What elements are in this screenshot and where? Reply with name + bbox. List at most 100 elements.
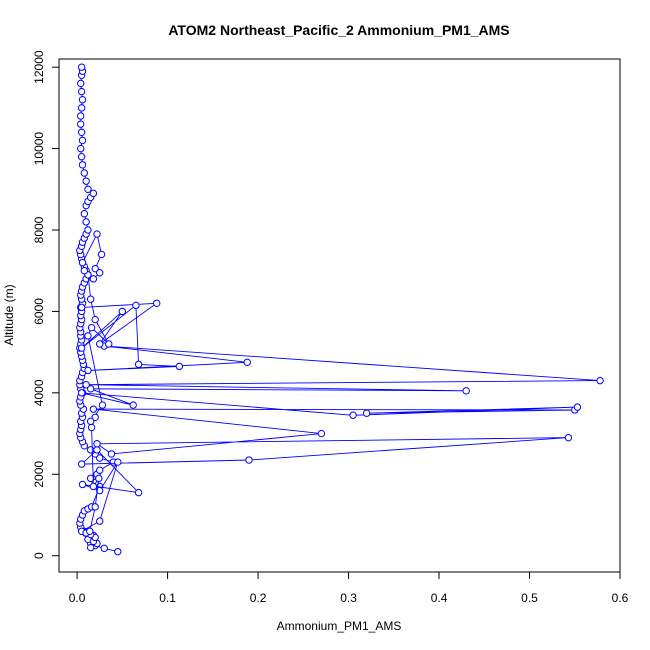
x-axis: 0.0 0.1 0.2 0.3 0.4 0.5 0.6: [69, 571, 629, 605]
data-point: [78, 258, 87, 267]
data-point: [93, 230, 101, 238]
data-point: [78, 136, 87, 145]
data-point: [153, 299, 161, 307]
x-tick-label: 0.1: [159, 591, 176, 605]
data-point: [77, 63, 86, 71]
data-point: [82, 177, 90, 185]
data-point: [93, 446, 101, 454]
data-point: [95, 474, 103, 483]
data-point: [93, 440, 101, 448]
data-point: [87, 423, 96, 432]
data-point: [80, 210, 89, 218]
data-point: [243, 358, 251, 367]
data-point: [91, 315, 99, 324]
data-point: [84, 332, 92, 340]
data-point: [100, 544, 108, 553]
data-point: [77, 79, 85, 88]
y-tick-label: 10000: [32, 132, 46, 166]
data-point: [98, 401, 107, 409]
x-tick-label: 0.4: [431, 591, 448, 605]
y-tick-label: 8000: [32, 216, 46, 243]
data-point: [86, 543, 95, 552]
data-point: [362, 409, 371, 417]
y-axis-label: Altitude (m): [2, 284, 16, 345]
data-point: [77, 128, 86, 136]
data-point: [134, 360, 143, 369]
data-point: [77, 303, 86, 312]
data-point: [77, 344, 86, 352]
data-point: [77, 112, 85, 120]
data-point: [77, 120, 85, 128]
data-point: [96, 269, 104, 277]
data-point: [564, 433, 573, 442]
data-point: [80, 267, 89, 275]
data-point: [82, 218, 90, 226]
x-tick-label: 0.5: [521, 591, 538, 605]
y-tick-label: 12000: [32, 50, 46, 84]
data-point: [91, 413, 99, 421]
data-point: [89, 405, 98, 413]
data-point: [105, 340, 113, 348]
data-point: [86, 527, 94, 535]
data-point: [573, 403, 582, 411]
data-point: [96, 466, 104, 474]
x-tick-label: 0.3: [340, 591, 357, 605]
data-point: [107, 450, 116, 458]
data-point: [86, 474, 95, 483]
data-point: [114, 458, 122, 466]
data-point: [175, 362, 184, 371]
data-point: [245, 456, 253, 464]
series-layer: [76, 63, 604, 556]
data-point: [89, 275, 98, 283]
data-point: [86, 417, 95, 426]
y-axis: 0 2000 4000 6000 8000 10000 12000: [32, 50, 60, 559]
x-tick-label: 0.0: [69, 591, 86, 605]
data-point: [114, 547, 122, 556]
x-tick-label: 0.2: [250, 591, 267, 605]
data-point: [596, 376, 604, 385]
data-point: [97, 250, 106, 259]
data-point: [78, 161, 87, 169]
data-point: [349, 411, 357, 419]
data-point: [89, 482, 98, 491]
data-point: [86, 385, 95, 393]
data-point: [91, 264, 99, 273]
y-tick-label: 4000: [32, 379, 46, 406]
y-tick-label: 6000: [32, 298, 46, 325]
data-point: [87, 324, 96, 332]
data-point: [78, 96, 87, 104]
y-tick-label: 0: [32, 552, 46, 559]
data-point: [80, 169, 89, 177]
data-point: [86, 295, 95, 303]
data-point: [77, 87, 86, 96]
data-point: [129, 401, 137, 409]
data-point: [84, 226, 92, 234]
data-point: [118, 307, 127, 316]
data-point: [317, 429, 326, 438]
x-tick-label: 0.6: [612, 591, 629, 605]
chart-title: ATOM2 Northeast_Pacific_2 Ammonium_PM1_A…: [168, 22, 509, 38]
data-point: [96, 340, 104, 348]
data-point: [77, 389, 86, 397]
data-point: [91, 503, 99, 511]
data-point: [89, 189, 98, 198]
x-axis-label: Ammonium_PM1_AMS: [277, 619, 402, 633]
data-point: [134, 488, 143, 497]
data-point: [77, 104, 86, 112]
data-point: [132, 301, 140, 310]
data-point: [86, 446, 95, 454]
data-point: [77, 460, 86, 468]
data-point: [77, 153, 86, 161]
data-point: [96, 517, 104, 525]
data-point: [77, 144, 85, 153]
y-tick-label: 2000: [32, 461, 46, 488]
data-point: [84, 366, 92, 375]
data-point: [82, 381, 90, 389]
data-point: [462, 387, 470, 395]
data-point: [96, 486, 104, 495]
data-point: [84, 185, 92, 193]
data-point: [96, 454, 104, 462]
data-point: [78, 480, 87, 489]
